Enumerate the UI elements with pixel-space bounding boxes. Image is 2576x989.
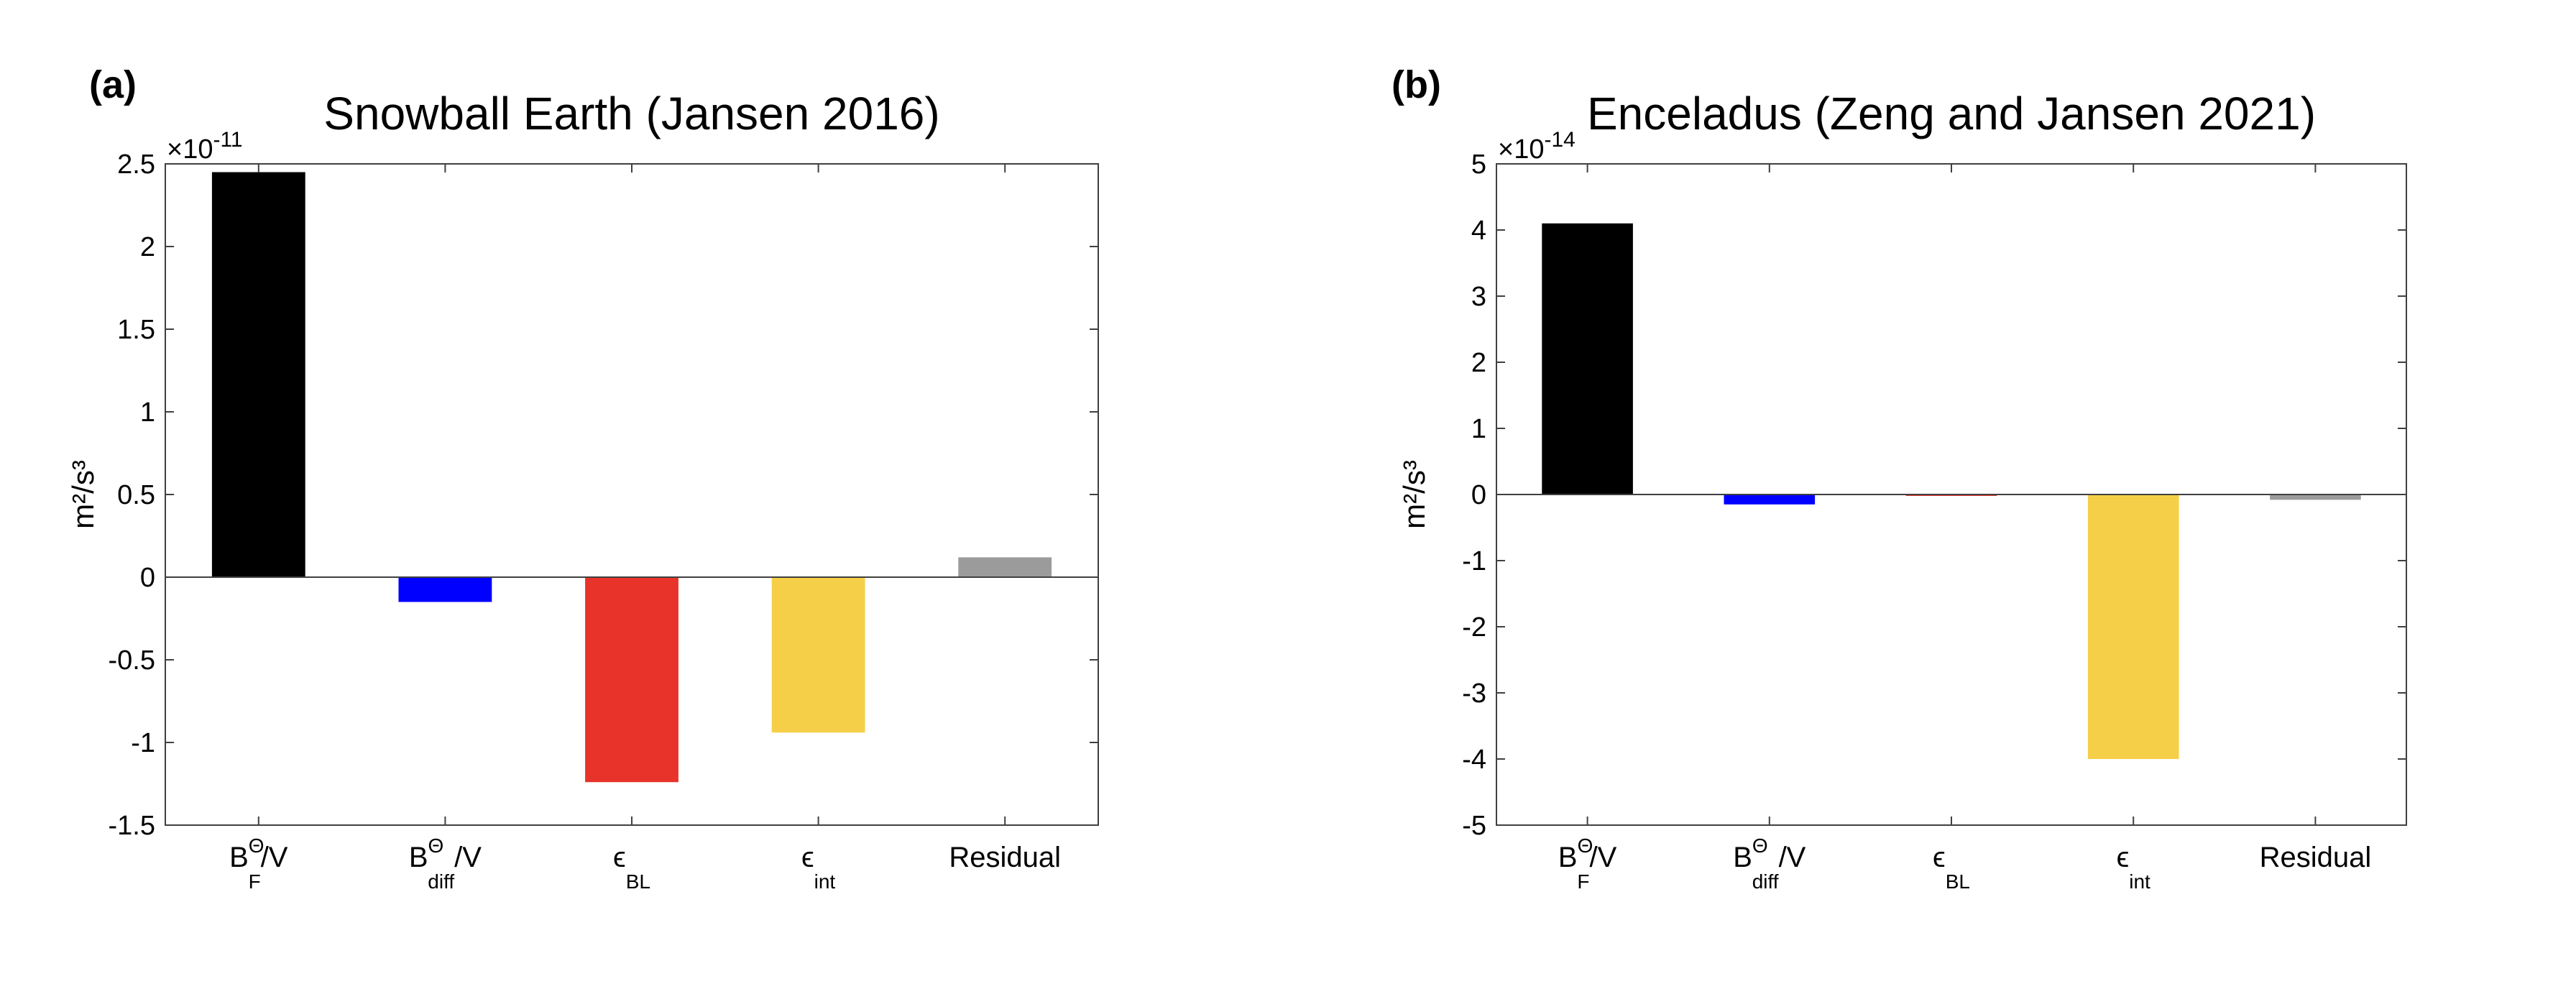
panel-a-snowball-earth: (a) Snowball Earth (Jansen 2016) ×10-11 m²/…: [66, 63, 1099, 893]
bar-2: [1724, 494, 1816, 505]
category-label-2: BΘ diff/V: [409, 834, 482, 893]
y-axis-label: m²/s³: [1397, 460, 1431, 529]
y-axis-label: m²/s³: [66, 460, 100, 529]
category-label-1: BΘ F/V: [1558, 834, 1617, 893]
y-tick-label: 2.5: [117, 150, 155, 180]
bar-1: [211, 172, 305, 577]
category-label-5: Residual: [2260, 842, 2372, 873]
category-label-3: ϵBL: [1933, 842, 1970, 893]
y-tick-label: 2: [1471, 348, 1486, 378]
y-exponent-label: ×10-11: [167, 128, 243, 165]
y-tick-label: -3: [1462, 678, 1486, 709]
bar-3: [585, 577, 678, 783]
y-tick-label: -2: [1462, 612, 1486, 643]
panel-label: (b): [1392, 63, 1441, 106]
y-tick-label: 3: [1471, 282, 1486, 312]
bar-5: [958, 557, 1052, 577]
y-tick-label: 1: [1471, 414, 1486, 444]
bar-4: [771, 577, 865, 733]
y-tick-label: 0: [140, 563, 155, 593]
y-tick-label: -0.5: [109, 645, 155, 676]
y-tick-label: -5: [1462, 811, 1486, 841]
panel-label: (a): [89, 63, 137, 106]
y-tick-label: -4: [1462, 745, 1486, 775]
category-label-2: BΘ diff/V: [1733, 834, 1806, 893]
bar-2: [398, 577, 492, 602]
y-tick-label: -1: [1462, 546, 1486, 576]
panel-b-enceladus: (b) Enceladus (Zeng and Jansen 2021) ×10-1…: [1392, 63, 2407, 893]
y-tick-label: 4: [1471, 216, 1486, 246]
bar-4: [2087, 494, 2179, 759]
bar-1: [1542, 223, 1633, 494]
category-label-4: ϵint: [801, 842, 835, 893]
bar-5: [2270, 494, 2361, 500]
y-tick-label: 2: [140, 232, 155, 262]
chart-title: Enceladus (Zeng and Jansen 2021): [1587, 88, 2316, 139]
y-tick-label: 5: [1471, 150, 1486, 180]
category-label-5: Residual: [949, 842, 1061, 873]
y-tick-label: -1: [131, 728, 155, 758]
chart-title: Snowball Earth (Jansen 2016): [323, 88, 939, 139]
category-label-1: BΘ F/V: [229, 834, 288, 893]
y-tick-label: 0.5: [117, 480, 155, 510]
y-tick-label: 1: [140, 397, 155, 428]
y-tick-label: 0: [1471, 480, 1486, 510]
y-tick-label: 1.5: [117, 315, 155, 345]
category-label-4: ϵint: [2117, 842, 2150, 893]
category-label-3: ϵBL: [613, 842, 650, 893]
y-tick-label: -1.5: [109, 811, 155, 841]
y-exponent-label: ×10-14: [1498, 128, 1576, 165]
